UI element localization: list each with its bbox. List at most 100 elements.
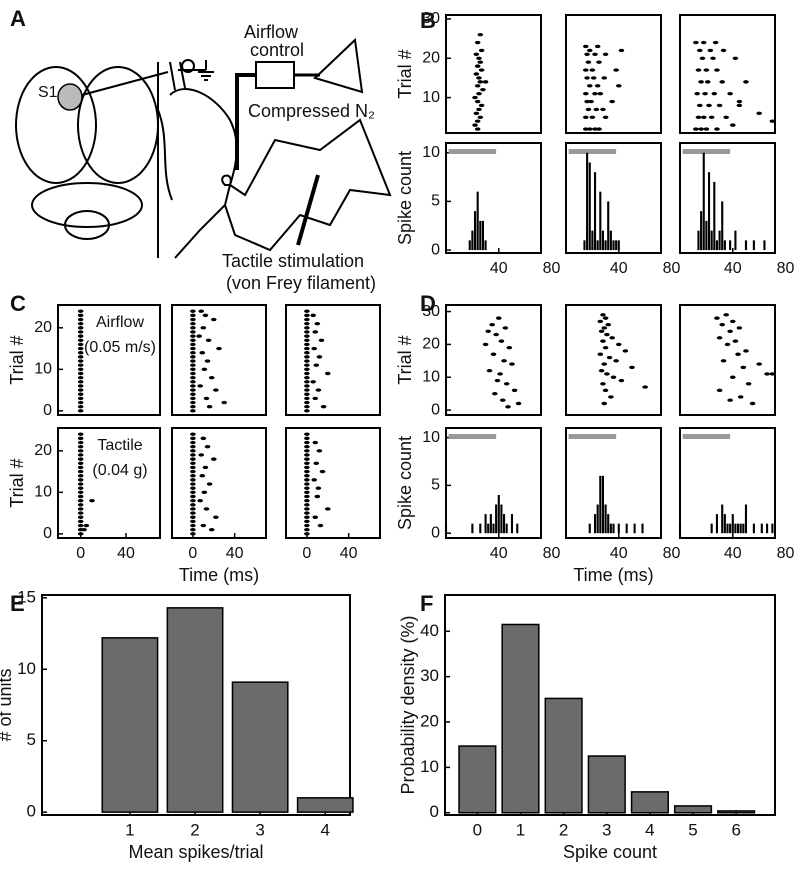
bar: [471, 523, 474, 534]
spike: [476, 107, 482, 112]
spike: [190, 400, 196, 405]
annotation: Airflow: [96, 314, 144, 331]
spike: [606, 355, 613, 360]
y-axis-label: Spike count: [395, 436, 415, 530]
spike: [600, 107, 606, 112]
spike: [315, 388, 322, 392]
spike: [629, 365, 635, 370]
spike: [190, 355, 196, 359]
annotation: (0.04 g): [92, 462, 147, 479]
spike: [304, 523, 310, 528]
spike: [756, 111, 762, 116]
spike: [304, 432, 310, 436]
bar: [697, 230, 700, 251]
plot-frame: [444, 594, 776, 816]
spike: [319, 469, 326, 474]
x-tick-label: 2: [190, 820, 199, 839]
spike: [77, 461, 84, 465]
bar: [763, 240, 766, 251]
spike: [313, 363, 320, 367]
bar: [609, 230, 612, 251]
x-axis-label: Time (ms): [179, 565, 259, 585]
bar: [609, 523, 612, 534]
diagram: A S1 Airflow control Compressed N₂ Tacti…: [10, 6, 392, 293]
spike: [586, 48, 593, 53]
spike: [304, 338, 310, 342]
bar: [593, 172, 597, 251]
spike: [304, 404, 310, 409]
spike: [495, 316, 502, 320]
spike: [77, 342, 84, 347]
y-tick-label: 10: [422, 429, 440, 446]
bar: [630, 791, 669, 814]
bar: [495, 504, 498, 534]
spike: [190, 461, 196, 465]
spike: [719, 323, 726, 327]
spike: [485, 329, 492, 333]
spike: [318, 338, 325, 342]
spike: [497, 372, 503, 376]
y-tick-label: 0: [43, 525, 52, 542]
bar: [641, 523, 644, 534]
y-tick-label: 0: [431, 401, 440, 418]
bar: [471, 230, 474, 251]
spike: [727, 329, 733, 333]
recording: [169, 60, 214, 91]
spike: [77, 380, 84, 384]
spike: [737, 395, 744, 399]
stimulus-bar: [568, 434, 617, 439]
spike: [720, 48, 727, 53]
spike: [304, 503, 310, 507]
spike: [190, 498, 196, 503]
bar: [484, 240, 487, 251]
spike: [77, 409, 84, 413]
plot-frame: [285, 304, 381, 416]
y-tick-label: 10: [34, 484, 52, 501]
spike: [716, 336, 723, 340]
spike: [304, 384, 310, 388]
spike: [694, 91, 700, 96]
spike: [769, 372, 776, 376]
plot-frame: [57, 427, 161, 539]
spike: [477, 80, 484, 84]
spike: [602, 388, 609, 393]
spike: [77, 440, 84, 445]
plot-frame: [445, 304, 542, 416]
spike: [693, 127, 699, 131]
bar: [601, 230, 604, 251]
spike: [190, 490, 196, 495]
cerebellum: [31, 182, 143, 228]
spike: [77, 432, 84, 436]
spike: [736, 326, 743, 330]
spike: [493, 332, 499, 337]
x-tick-label: 40: [724, 260, 742, 277]
y-tick-label: 0: [43, 402, 52, 419]
spike: [473, 52, 480, 57]
x-tick-label: 2: [559, 820, 568, 839]
y-tick-label: 0: [27, 802, 36, 821]
plot-frame: [679, 142, 776, 254]
spike: [589, 115, 596, 119]
spike: [190, 436, 196, 441]
spike: [642, 385, 648, 389]
spike: [77, 511, 84, 515]
spike: [190, 326, 196, 330]
bar: [713, 181, 716, 251]
bar: [633, 523, 636, 534]
spike: [704, 80, 711, 84]
spike: [602, 345, 609, 350]
spike: [696, 103, 703, 108]
brainstem: [64, 210, 110, 240]
spike: [206, 482, 213, 486]
spike: [589, 68, 596, 72]
spike: [304, 494, 310, 499]
spike: [478, 103, 485, 108]
bar: [473, 211, 477, 251]
spike: [198, 453, 205, 457]
spike: [190, 478, 196, 482]
y-tick-label: 20: [420, 711, 439, 730]
spike: [745, 382, 752, 386]
spike: [736, 99, 743, 104]
spike: [727, 398, 733, 402]
spike: [604, 372, 610, 376]
